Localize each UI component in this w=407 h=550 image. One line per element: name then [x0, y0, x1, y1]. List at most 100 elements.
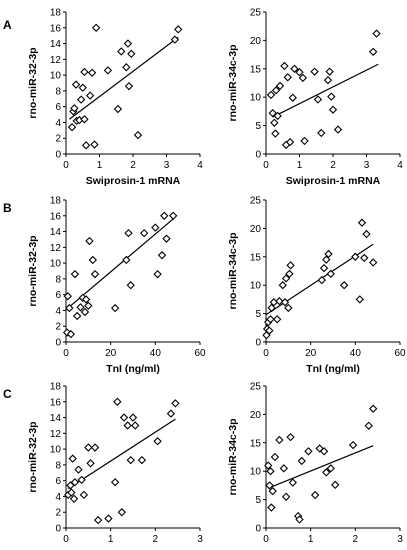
chart-4-x-tick-label: 60	[394, 348, 406, 359]
chart-4-data-point	[278, 281, 287, 290]
chart-2-data-point	[317, 128, 326, 138]
chart-5-y-tick-label: 14	[50, 413, 62, 424]
chart-4-y-tick-label: 10	[250, 281, 262, 292]
chart-1-y-tick-label: 0	[55, 150, 61, 161]
chart-3-x-tick-label: 60	[194, 348, 206, 359]
chart-6-data-point	[326, 464, 335, 473]
chart-1-y-tick-label: 10	[50, 71, 62, 82]
chart-3-data-point	[76, 303, 85, 312]
chart-3-data-point	[81, 295, 91, 304]
chart-5-data-point	[171, 399, 180, 408]
chart-4-data-point	[275, 296, 284, 306]
chart-1-x-tick-label: 1	[97, 160, 103, 171]
chart-1-data-point	[78, 83, 87, 92]
chart-4-x-axis-label: TnI (ng/ml)	[306, 363, 360, 375]
chart-6-data-point	[348, 440, 358, 450]
chart-4-x-tick-label: 20	[305, 348, 317, 359]
chart-1-data-point	[85, 91, 95, 100]
chart-2-data-point	[266, 90, 276, 100]
chart-4-data-point	[351, 252, 360, 261]
chart-5-data-point	[113, 397, 122, 406]
chart-5-data-point	[123, 421, 132, 430]
chart-6-y-tick-label: 15	[250, 438, 262, 449]
chart-5-data-point	[69, 494, 79, 503]
chart-3-data-point	[169, 211, 178, 220]
chart-4-data-point	[272, 315, 282, 324]
chart-2-data-point	[268, 108, 277, 118]
chart-5-data-point	[166, 409, 176, 418]
chart-4-data-point	[265, 326, 274, 335]
chart-6-data-point	[364, 421, 373, 430]
chart-5-y-tick-label: 6	[55, 476, 61, 487]
chart-4-data-point	[319, 263, 329, 273]
chart-6-data-point	[331, 480, 340, 490]
chart-2-data-point	[369, 47, 378, 56]
chart-1-data-point	[91, 23, 101, 32]
chart-4-data-point	[285, 269, 294, 279]
chart-5-x-tick-label: 3	[197, 534, 203, 545]
chart-2-y-tick-label: 0	[255, 150, 261, 161]
chart-3-data-point	[126, 281, 135, 290]
panel-label-b: B	[3, 201, 12, 215]
chart-5-y-tick-label: 2	[55, 508, 61, 519]
chart-4-y-tick-label: 20	[250, 224, 262, 235]
chart-1-data-point	[123, 39, 133, 48]
chart-1-data-point	[113, 104, 123, 114]
chart-1-y-tick-label: 12	[50, 55, 62, 66]
chart-1-x-tick-label: 4	[197, 160, 203, 171]
chart-2-x-tick-label: 4	[397, 160, 403, 171]
chart-5-data-point	[84, 443, 93, 452]
chart-2-data-point	[323, 75, 333, 85]
chart-4-data-point	[360, 253, 369, 263]
chart-1-data-point	[103, 66, 113, 75]
chart-4-data-point	[317, 275, 327, 285]
chart-4-data-point	[357, 218, 367, 227]
chart-3-data-point	[110, 303, 120, 313]
chart-2-y-axis-label: rno-miR-34c-3p	[227, 44, 239, 121]
chart-4-y-tick-label: 5	[255, 309, 261, 320]
chart-1-y-tick-label: 6	[55, 102, 61, 113]
chart-5-data-point	[90, 443, 100, 452]
chart-4-y-axis-label: rno-miR-34c-3p	[227, 232, 239, 309]
chart-2-data-point	[333, 125, 343, 134]
chart-5-data-point	[77, 475, 86, 485]
chart-5-data-point	[79, 490, 89, 500]
chart-5-data-point	[131, 421, 140, 430]
chart-2-data-point	[275, 81, 285, 91]
chart-5-y-tick-label: 12	[50, 429, 62, 440]
chart-5-y-tick-label: 10	[50, 445, 62, 456]
chart-3-y-tick-label: 0	[55, 338, 61, 349]
chart-6-y-tick-label: 10	[250, 467, 262, 478]
chart-1-y-tick-label: 16	[50, 23, 62, 34]
chart-1-data-point	[80, 115, 89, 124]
chart-4-data-point	[322, 255, 331, 264]
chart-3-data-point	[72, 311, 82, 321]
chart-2-data-point	[372, 29, 381, 38]
chart-6-data-point	[310, 490, 320, 500]
chart-1-x-tick-label: 3	[164, 160, 170, 171]
chart-3-y-tick-label: 6	[55, 290, 61, 301]
chart-5-trendline	[67, 418, 176, 490]
chart-4-data-point	[286, 261, 295, 270]
chart-3-data-point	[157, 251, 167, 260]
chart-3-x-tick-label: 20	[105, 348, 117, 359]
chart-6-y-axis-label: rno-miR-34c-3p	[227, 418, 239, 495]
chart-3-trendline	[65, 218, 174, 311]
chart-3-data-point	[88, 255, 97, 265]
chart-1-x-axis-label: Swiprosin-1 mRNA	[86, 175, 181, 187]
chart-2-data-point	[298, 73, 308, 83]
chart-2-data-point	[327, 92, 336, 101]
chart-4-data-point	[266, 315, 275, 324]
chart-3-y-tick-label: 18	[50, 196, 62, 207]
chart-1-data-point	[76, 95, 86, 104]
chart-6-data-point	[295, 515, 304, 524]
chart-2-x-tick-label: 1	[297, 160, 303, 171]
chart-2-trendline	[272, 63, 379, 118]
chart-5-x-tick-label: 1	[108, 534, 114, 545]
chart-5-data-point	[126, 455, 135, 465]
chart-6-data-point	[265, 481, 274, 490]
chart-4-data-point	[284, 303, 293, 313]
chart-6-data-point	[267, 503, 276, 512]
chart-5-data-point	[67, 488, 76, 497]
